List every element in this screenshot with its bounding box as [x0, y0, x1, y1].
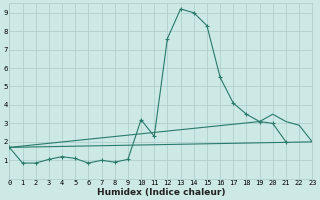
X-axis label: Humidex (Indice chaleur): Humidex (Indice chaleur)	[97, 188, 225, 197]
